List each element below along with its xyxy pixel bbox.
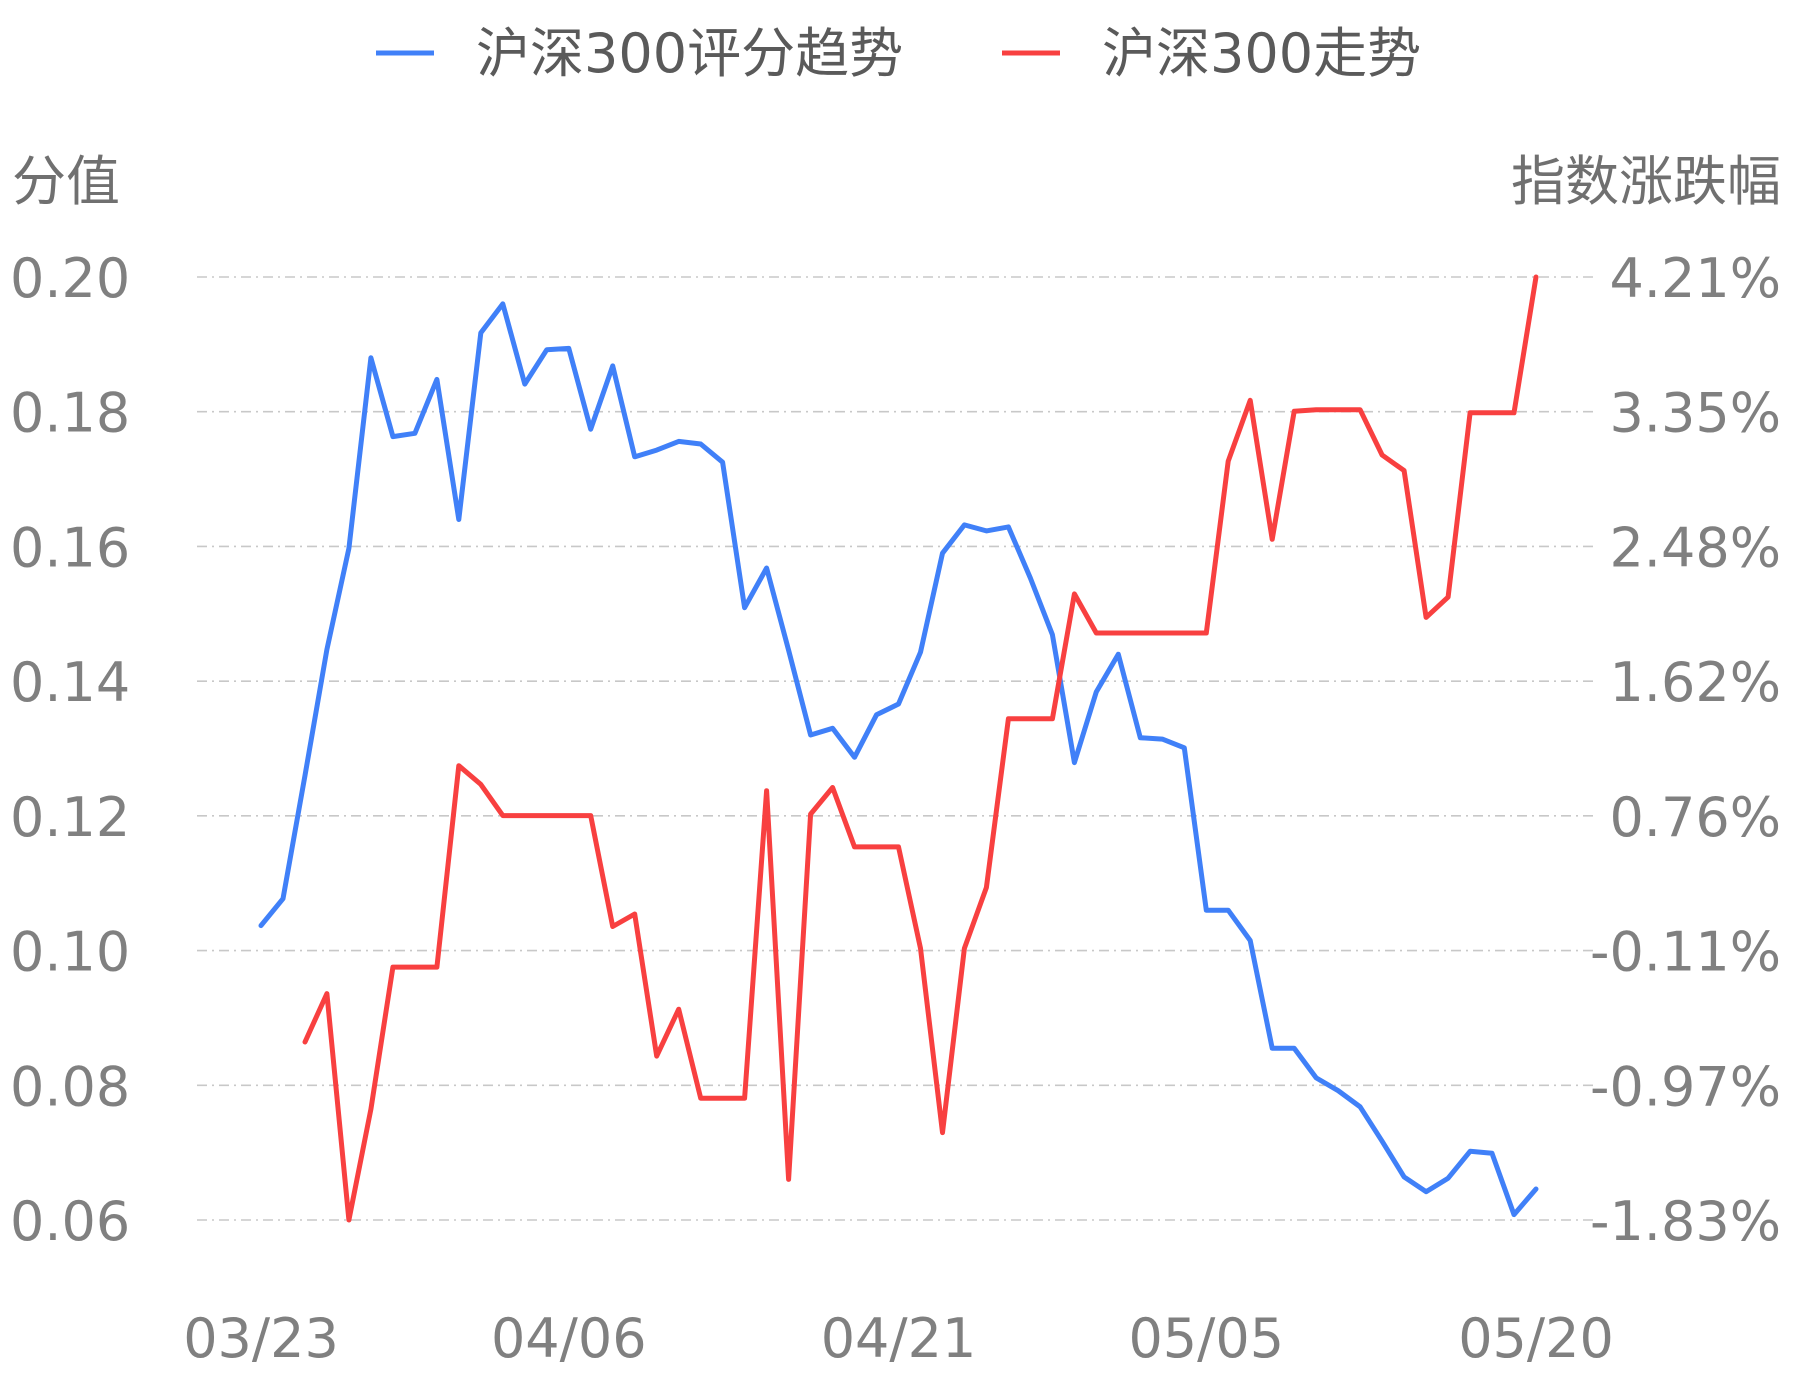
x-tick-label: 04/21 — [821, 1307, 977, 1370]
x-tick-label: 04/06 — [491, 1307, 647, 1370]
legend-label-score: 沪深300评分趋势 — [476, 22, 903, 85]
right-axis-ticks: -1.83% -0.97% -0.11% 0.76% 1.62% 2.48% 3.35% 4.… — [1590, 247, 1781, 1253]
left-tick-label: 0.14 — [10, 651, 130, 714]
right-axis-title: 指数涨跌幅 — [1511, 150, 1781, 213]
legend-label-index: 沪深300走势 — [1102, 22, 1421, 85]
series-line-index — [302, 274, 1539, 1223]
left-tick-label: 0.16 — [10, 516, 130, 579]
gridlines — [197, 276, 1597, 1221]
x-tick-label: 05/20 — [1458, 1307, 1614, 1370]
right-tick-label: -1.83% — [1590, 1190, 1781, 1253]
series-lines — [258, 274, 1539, 1223]
left-tick-label: 0.08 — [10, 1055, 130, 1118]
right-tick-label: 0.76% — [1609, 786, 1781, 849]
right-tick-label: -0.11% — [1590, 921, 1781, 984]
legend: 沪深300评分趋势 沪深300走势 — [376, 22, 1421, 85]
left-tick-label: 0.20 — [10, 247, 130, 310]
right-tick-label: -0.97% — [1590, 1055, 1781, 1118]
x-axis-ticks: 03/23 04/06 04/21 05/05 05/20 — [183, 1307, 1614, 1370]
right-tick-label: 1.62% — [1609, 651, 1781, 714]
right-tick-label: 2.48% — [1609, 516, 1781, 579]
left-tick-label: 0.10 — [10, 921, 130, 984]
left-tick-label: 0.18 — [10, 382, 130, 445]
left-axis-title: 分值 — [12, 150, 120, 213]
x-tick-label: 03/23 — [183, 1307, 339, 1370]
series-line-score — [258, 301, 1539, 1218]
x-tick-label: 05/05 — [1128, 1307, 1284, 1370]
right-tick-label: 3.35% — [1609, 382, 1781, 445]
left-tick-label: 0.12 — [10, 786, 130, 849]
left-axis-ticks: 0.06 0.08 0.10 0.12 0.14 0.16 0.18 0.20 — [10, 247, 130, 1253]
left-tick-label: 0.06 — [10, 1190, 130, 1253]
right-tick-label: 4.21% — [1609, 247, 1781, 310]
